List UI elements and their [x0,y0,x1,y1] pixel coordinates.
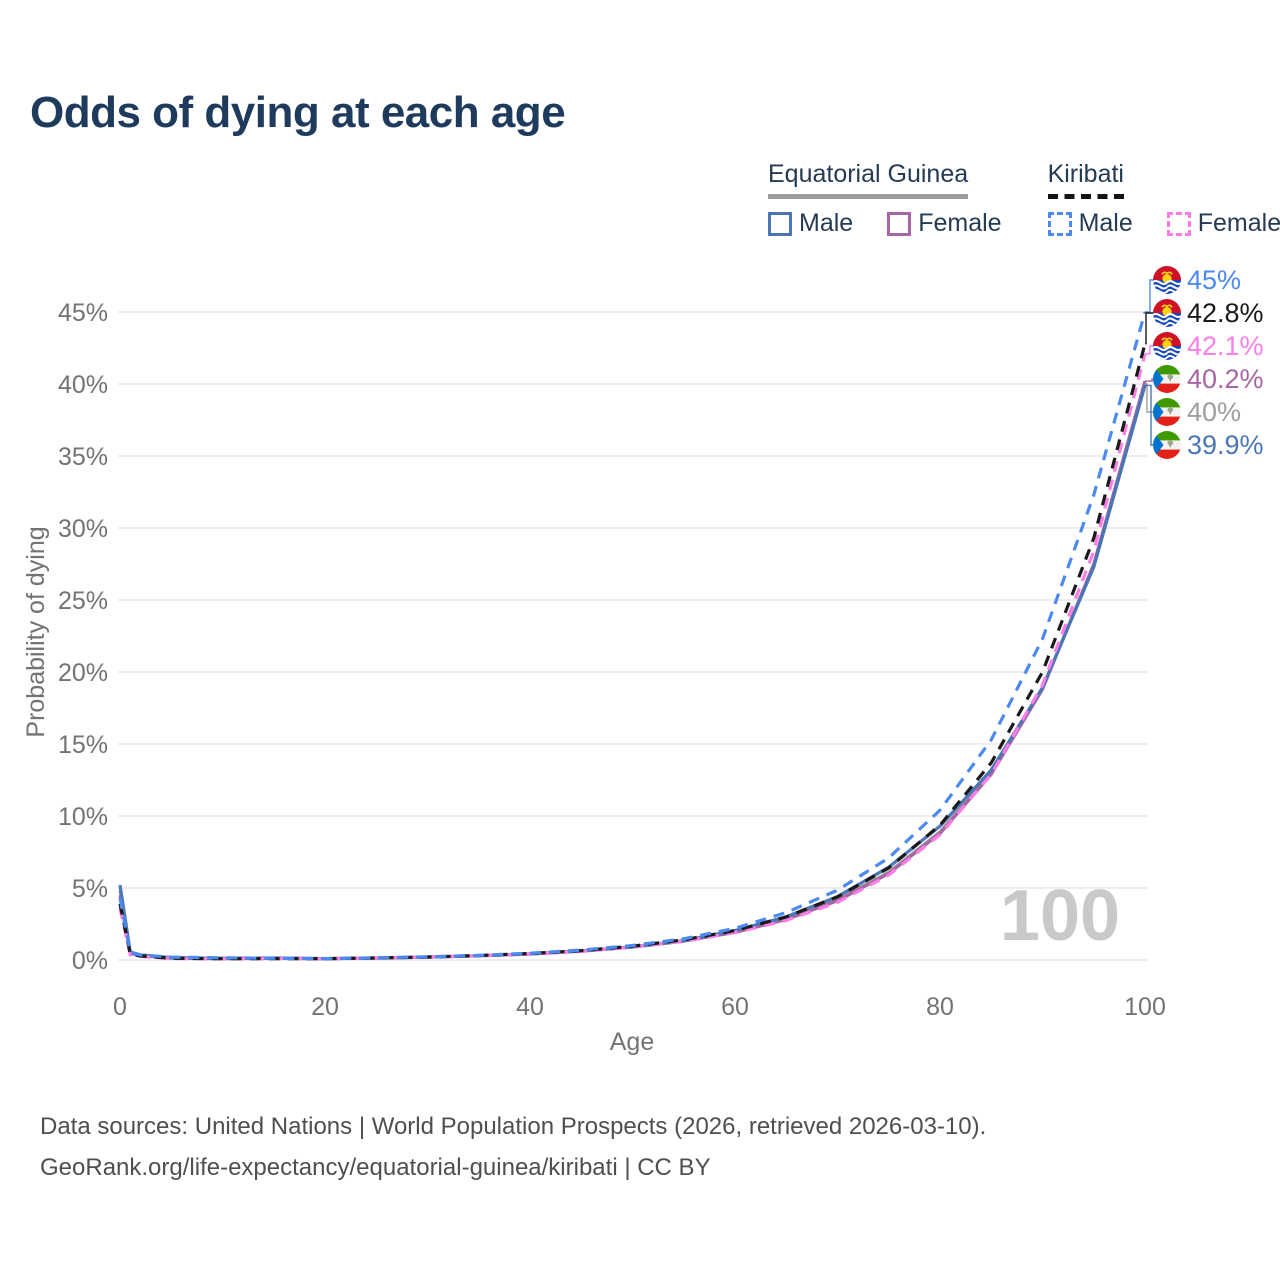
legend-items: Male Female [1047,209,1280,238]
end-label-leader [1145,383,1153,413]
checkbox-ki-male[interactable] [1047,211,1072,236]
y-tick-label: 35% [58,443,108,471]
flag-icon-gq [1153,398,1181,426]
end-value-label: 42.8% [1187,298,1264,328]
end-label-leader [1145,345,1153,355]
legend: Equatorial Guinea Male Female Kiribati M… [768,160,1280,238]
checkbox-eg-male[interactable] [768,211,792,236]
footer: Data sources: United Nations | World Pop… [40,1106,986,1188]
x-tick-label: 100 [1124,993,1166,1021]
legend-item-label: Female [1197,209,1280,237]
series-line-kiribati-male[interactable] [118,311,1147,961]
y-tick-label: 20% [58,659,108,687]
y-tick-label: 15% [58,731,108,759]
legend-group-equatorial-guinea: Equatorial Guinea Male Female [768,160,1002,238]
y-tick-label: 5% [72,875,108,903]
footer-data-sources: Data sources: United Nations | World Pop… [40,1113,987,1140]
end-value-label: 42.1% [1187,331,1264,361]
legend-item-label: Male [1078,209,1133,237]
footer-attribution: GeoRank.org/life-expectancy/equatorial-g… [40,1154,711,1181]
legend-country-label: Equatorial Guinea [768,160,969,199]
legend-item-label: Male [799,209,854,237]
x-tick-label: 60 [721,993,749,1021]
x-tick-label: 20 [311,993,339,1021]
y-tick-label: 40% [58,371,108,399]
hover-age-watermark: 100 [1000,876,1120,956]
y-axis-title: Probability of dying [22,526,50,737]
flag-icon-gq [1153,431,1181,459]
x-tick-label: 0 [113,993,127,1021]
legend-item-label: Female [918,209,1002,237]
mortality-line-chart[interactable]: 0% 5% 10% 15% 20% 25% 30% 35% 40% 45% 0 20 40 60 80 100… [0,240,1280,1080]
page-title: Odds of dying at each age [30,88,566,137]
y-tick-label: 0% [72,947,108,975]
y-tick-label: 45% [58,299,108,327]
end-value-label: 40% [1187,397,1241,427]
x-tick-label: 80 [926,993,954,1021]
end-label-leader [1145,312,1153,345]
series-line-equatorial-guinea-female[interactable] [118,380,1147,961]
y-tick-label: 30% [58,515,108,543]
flag-icon-gq [1153,365,1181,393]
end-label-leader [1145,279,1153,313]
checkbox-eg-female[interactable] [887,211,912,236]
end-value-label: 45% [1187,265,1241,295]
series-line-kiribati-both-sexes[interactable] [118,343,1147,961]
legend-country-label: Kiribati [1047,160,1124,199]
legend-item-ki-female[interactable]: Female [1166,209,1280,238]
end-label-leader [1145,384,1153,446]
series-line-kiribati-female[interactable] [118,353,1147,961]
x-tick-label: 40 [516,993,544,1021]
legend-item-ki-male[interactable]: Male [1047,209,1133,238]
legend-item-eg-female[interactable]: Female [887,209,1002,238]
flag-icon-ki [1153,299,1181,327]
end-value-label: 39.9% [1187,430,1264,460]
end-label-leader [1145,378,1153,382]
y-tick-label: 25% [58,587,108,615]
y-tick-label: 10% [58,803,108,831]
legend-items: Male Female [768,209,1002,238]
checkbox-ki-female[interactable] [1166,211,1191,236]
legend-group-kiribati: Kiribati Male Female [1047,160,1280,238]
x-axis-title: Age [610,1028,654,1056]
end-value-label: 40.2% [1187,364,1264,394]
flag-icon-ki [1153,332,1181,360]
legend-item-eg-male[interactable]: Male [768,209,853,238]
flag-icon-ki [1153,266,1181,294]
